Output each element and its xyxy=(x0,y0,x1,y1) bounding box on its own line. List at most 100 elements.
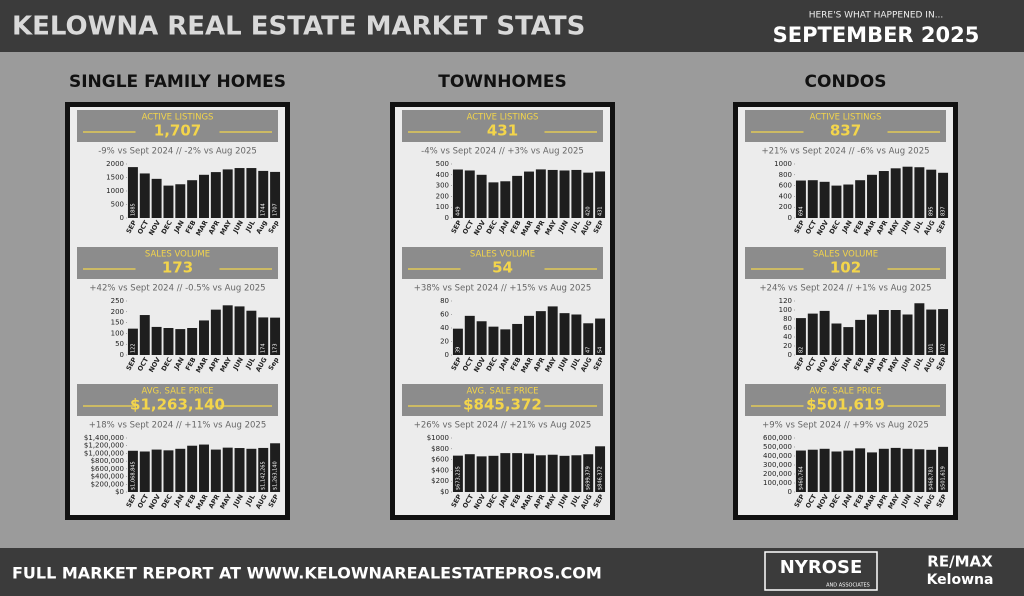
bar xyxy=(902,166,913,218)
bar xyxy=(890,168,901,218)
y-tick-label: 0 xyxy=(788,214,792,222)
bar xyxy=(139,315,150,355)
bar xyxy=(819,310,830,355)
stat-title: AVG. SALE PRICE xyxy=(809,387,881,397)
y-tick-label: 400 xyxy=(779,192,792,200)
bar xyxy=(831,451,842,492)
bar xyxy=(234,306,245,355)
stat-headline: 1,707 xyxy=(154,122,201,140)
bar xyxy=(187,328,198,355)
stat-subtitle: +24% vs Sept 2024 // +1% vs Aug 2025 xyxy=(759,284,931,294)
bar xyxy=(234,448,245,492)
y-tick-label: 200 xyxy=(111,308,124,316)
value-label: 1707 xyxy=(273,203,279,216)
bar xyxy=(246,448,257,492)
bar xyxy=(199,444,209,492)
bar xyxy=(595,318,606,355)
y-tick-label: 600,000 xyxy=(763,434,792,442)
bar xyxy=(476,321,487,355)
value-label: 47 xyxy=(586,347,592,353)
bar xyxy=(488,455,499,492)
y-tick-label: $200 xyxy=(431,477,449,485)
value-label: $1,068,845 xyxy=(130,461,136,490)
bar xyxy=(234,168,245,218)
y-tick-label: 500 xyxy=(111,201,124,209)
value-label: 694 xyxy=(798,206,804,216)
kicker: HERE'S WHAT HAPPENED IN... xyxy=(809,11,944,21)
bar xyxy=(246,310,257,355)
y-tick-label: $800 xyxy=(431,445,449,453)
y-tick-label: $600,000 xyxy=(91,465,124,473)
value-label: $460,764 xyxy=(798,466,804,490)
y-tick-label: 50 xyxy=(115,340,124,348)
bar xyxy=(843,450,854,492)
bar xyxy=(867,452,877,492)
header-bar xyxy=(0,0,1024,52)
bar xyxy=(270,317,281,355)
bar xyxy=(831,323,842,355)
stat-banner xyxy=(402,110,603,142)
bar xyxy=(500,181,511,218)
value-label: 82 xyxy=(798,347,804,353)
bar xyxy=(819,181,830,218)
value-label: $1,263,140 xyxy=(273,461,279,490)
bar xyxy=(819,448,830,492)
bar xyxy=(547,454,558,492)
stat-headline: 837 xyxy=(830,122,861,140)
bar xyxy=(127,328,138,355)
stat-subtitle: -9% vs Sept 2024 // -2% vs Aug 2025 xyxy=(98,147,257,157)
value-label: 54 xyxy=(598,347,604,353)
bar xyxy=(139,451,150,492)
bar xyxy=(535,169,546,218)
bar xyxy=(199,320,209,355)
value-label: 1885 xyxy=(130,203,136,216)
bar xyxy=(524,171,534,218)
value-label: 1744 xyxy=(261,203,267,216)
stat-banner xyxy=(402,247,603,279)
value-label: 102 xyxy=(941,343,947,353)
y-tick-label: 300 xyxy=(436,182,449,190)
stat-headline: 102 xyxy=(830,259,861,277)
bar xyxy=(795,318,806,355)
y-tick-label: $0 xyxy=(440,488,449,496)
y-tick-label: 40 xyxy=(783,333,792,341)
bar xyxy=(127,450,138,492)
bar xyxy=(795,450,806,492)
y-tick-label: 2000 xyxy=(106,160,124,168)
bar xyxy=(855,180,866,218)
bar xyxy=(163,450,174,492)
value-label: 431 xyxy=(598,206,604,216)
stat-headline: 54 xyxy=(492,259,513,277)
y-tick-label: $1,200,000 xyxy=(84,442,124,450)
y-tick-label: 300,000 xyxy=(763,461,792,469)
bar xyxy=(855,319,866,355)
y-tick-label: 800 xyxy=(779,171,792,179)
y-tick-label: $1,400,000 xyxy=(84,434,124,442)
value-label: 449 xyxy=(455,206,461,216)
stat-title: AVG. SALE PRICE xyxy=(466,387,538,397)
bar xyxy=(464,170,475,218)
bar xyxy=(452,169,463,218)
stat-banner xyxy=(745,384,946,416)
y-tick-label: 20 xyxy=(440,338,449,346)
bar xyxy=(902,314,913,355)
bar xyxy=(210,172,221,218)
y-tick-label: 1500 xyxy=(106,174,124,182)
bar xyxy=(500,329,511,355)
bar xyxy=(878,448,889,492)
stat-title: SALES VOLUME xyxy=(813,250,878,260)
value-label: $699,379 xyxy=(586,466,592,490)
bar xyxy=(843,327,854,355)
y-tick-label: 100 xyxy=(436,203,449,211)
bar xyxy=(571,169,582,218)
y-tick-label: 0 xyxy=(120,214,124,222)
bar xyxy=(452,455,463,492)
bar xyxy=(914,303,925,355)
period: SEPTEMBER 2025 xyxy=(773,23,980,47)
stat-subtitle: -4% vs Sept 2024 // +3% vs Aug 2025 xyxy=(421,147,584,157)
y-tick-label: 0 xyxy=(120,351,124,359)
bar xyxy=(163,328,174,355)
bar xyxy=(938,172,949,218)
stat-headline: 431 xyxy=(487,122,518,140)
